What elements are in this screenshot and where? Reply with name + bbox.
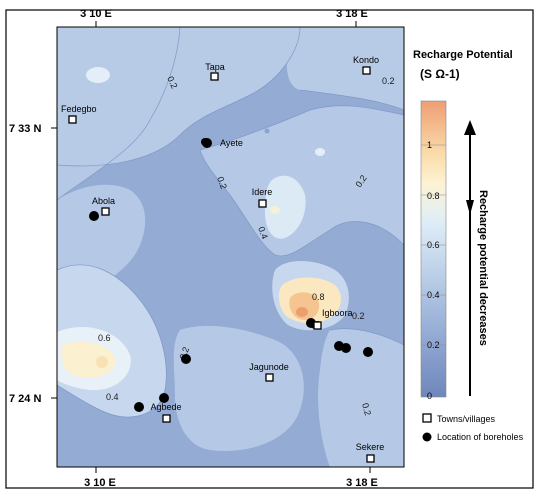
color-scale-bar: [420, 100, 447, 398]
contour-label: 0.2: [215, 175, 229, 190]
scale-tick-label: 0: [427, 391, 432, 401]
contour-label: 0.2: [382, 76, 395, 86]
contour-region: [173, 325, 304, 451]
arrow-head-icon: [466, 200, 474, 215]
town-idere: Idere: [252, 187, 273, 208]
boreholes-key-label: Location of boreholes: [437, 432, 524, 442]
town-jagunode: Jagunode: [249, 362, 289, 382]
borehole-marker: [134, 402, 144, 412]
town-label: Sekere: [356, 442, 385, 452]
town-label: Abola: [92, 196, 115, 206]
town-marker: [162, 414, 171, 423]
borehole-marker: [159, 393, 169, 403]
contour-region: [270, 206, 280, 214]
borehole-marker: [363, 347, 373, 357]
top-tick-label: 3 10 E: [80, 8, 112, 20]
town-marker: [258, 199, 267, 208]
contour-region: [286, 27, 404, 110]
town-marker: [68, 115, 77, 124]
town-marker: [366, 454, 375, 463]
contour-region: [86, 67, 110, 83]
contour-label: 0.2: [360, 402, 373, 417]
borehole-marker: [89, 211, 99, 221]
contour-map: [57, 27, 404, 467]
contour-region: [318, 328, 404, 467]
towns-key-icon: [422, 413, 432, 423]
town-fedegbo: Fedegbo: [61, 104, 97, 124]
contour-region: [315, 148, 325, 156]
town-label: Tapa: [205, 62, 225, 72]
towns: Tapa Kondo Fedegbo Ayete Idere Abola Igb…: [61, 55, 385, 463]
contour-line: [57, 264, 167, 418]
town-label: Idere: [252, 187, 273, 197]
arrow-label: Recharge potential decreases: [477, 190, 489, 346]
town-sekere: Sekere: [356, 442, 385, 463]
map-border: [56, 26, 405, 468]
contour-line: [199, 149, 404, 257]
contour-line: [57, 27, 301, 167]
town-marker: [101, 207, 110, 216]
borehole-marker: [341, 343, 351, 353]
contour-label: 0.4: [106, 392, 119, 402]
scale-tick-label: 0.8: [427, 191, 440, 201]
contour-label: 0.2: [165, 75, 179, 91]
town-tapa: Tapa: [205, 62, 225, 81]
contour-region: [265, 175, 306, 239]
figure-frame: [5, 9, 534, 489]
town-kondo: Kondo: [353, 55, 379, 75]
contour-region: [57, 27, 300, 166]
town-label: Ayete: [220, 138, 243, 148]
town-marker: [265, 373, 274, 382]
contour-region: [61, 341, 116, 378]
borehole-marker: [201, 138, 209, 146]
contour-label: 0.8: [312, 292, 325, 302]
contour-line: [299, 89, 404, 111]
contour-region: [200, 105, 404, 256]
contour-line: [57, 27, 181, 201]
towns-key-label: Towns/villages: [437, 414, 496, 424]
top-tick-label: 3 18 E: [336, 8, 368, 20]
contour-label: 0.6: [98, 333, 111, 343]
town-label: Jagunode: [249, 362, 289, 372]
contour-region: [96, 356, 108, 368]
borehole-key-icon: [422, 432, 432, 442]
contour-line: [199, 105, 404, 151]
town-label: Igboora: [322, 308, 353, 318]
contour-region: [264, 128, 270, 134]
bottom-tick-label: 3 10 E: [84, 477, 116, 489]
left-tick-label: 7 33 N: [9, 123, 41, 135]
contour-label: 0.4: [256, 225, 270, 240]
legend-unit: (S Ω-1): [420, 67, 460, 81]
town-label: Kondo: [353, 55, 379, 65]
legend-title: Recharge Potential: [413, 49, 513, 61]
town-marker: [362, 66, 371, 75]
town-abola: Abola: [92, 196, 115, 216]
town-label: Agbede: [150, 402, 181, 412]
left-tick-label: 7 24 N: [9, 393, 41, 405]
contour-region: [296, 307, 308, 317]
arrow-head-icon: [464, 120, 476, 135]
town-marker: [210, 72, 219, 81]
contour-label: 0.2: [352, 311, 365, 321]
town-marker: [313, 321, 322, 330]
legend: Recharge Potential (S Ω-1) 0 0.2 0.4 0.6…: [413, 49, 524, 442]
bottom-tick-label: 3 18 E: [346, 477, 378, 489]
borehole-marker: [181, 354, 191, 364]
contour-line: [329, 328, 404, 346]
town-label: Fedegbo: [61, 104, 97, 114]
town-igboora: Igboora: [313, 308, 353, 330]
town-agbede: Agbede: [150, 402, 182, 423]
town-ayete: Ayete: [220, 138, 243, 148]
